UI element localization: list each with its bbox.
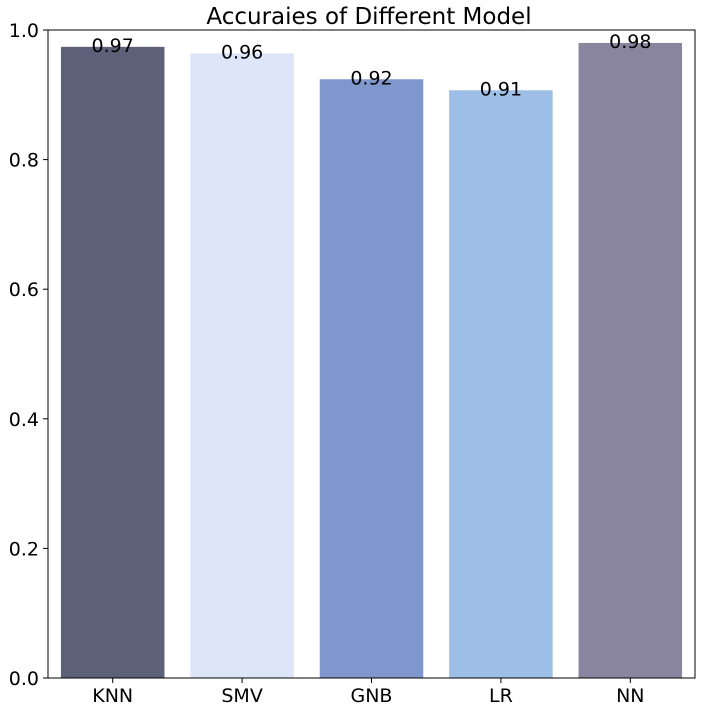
x-tick-label-gnb: GNB	[351, 685, 393, 707]
x-tick-label-knn: KNN	[92, 685, 133, 707]
bar-lr	[449, 90, 553, 678]
x-axis: KNN SMV GNB LR NN	[92, 678, 645, 707]
y-tick-label: 1.0	[9, 20, 39, 42]
y-tick-label: 0.0	[9, 668, 39, 690]
value-label-nn: 0.98	[609, 31, 651, 53]
bar-gnb	[319, 79, 424, 678]
bar-smv	[190, 53, 294, 678]
bar-knn	[60, 46, 165, 679]
x-tick-label-nn: NN	[616, 685, 644, 707]
chart-title: Accuraies of Different Model	[206, 4, 531, 30]
bar-nn	[578, 42, 683, 678]
y-tick-label: 0.4	[9, 409, 39, 431]
value-labels-layer: 0.97 0.96 0.92 0.91 0.98	[92, 31, 652, 100]
y-tick-label: 0.6	[9, 279, 39, 301]
y-tick-label: 0.8	[9, 150, 39, 172]
value-label-knn: 0.97	[92, 35, 134, 57]
value-label-lr: 0.91	[480, 78, 522, 100]
bars-layer	[60, 42, 683, 679]
x-tick-label-smv: SMV	[221, 685, 262, 707]
y-tick-label: 0.2	[9, 538, 39, 560]
y-axis: 0.0 0.2 0.4 0.6 0.8 1.0	[9, 20, 48, 690]
x-tick-label-lr: LR	[489, 685, 513, 707]
value-label-smv: 0.96	[221, 41, 263, 63]
value-label-gnb: 0.92	[350, 67, 392, 89]
